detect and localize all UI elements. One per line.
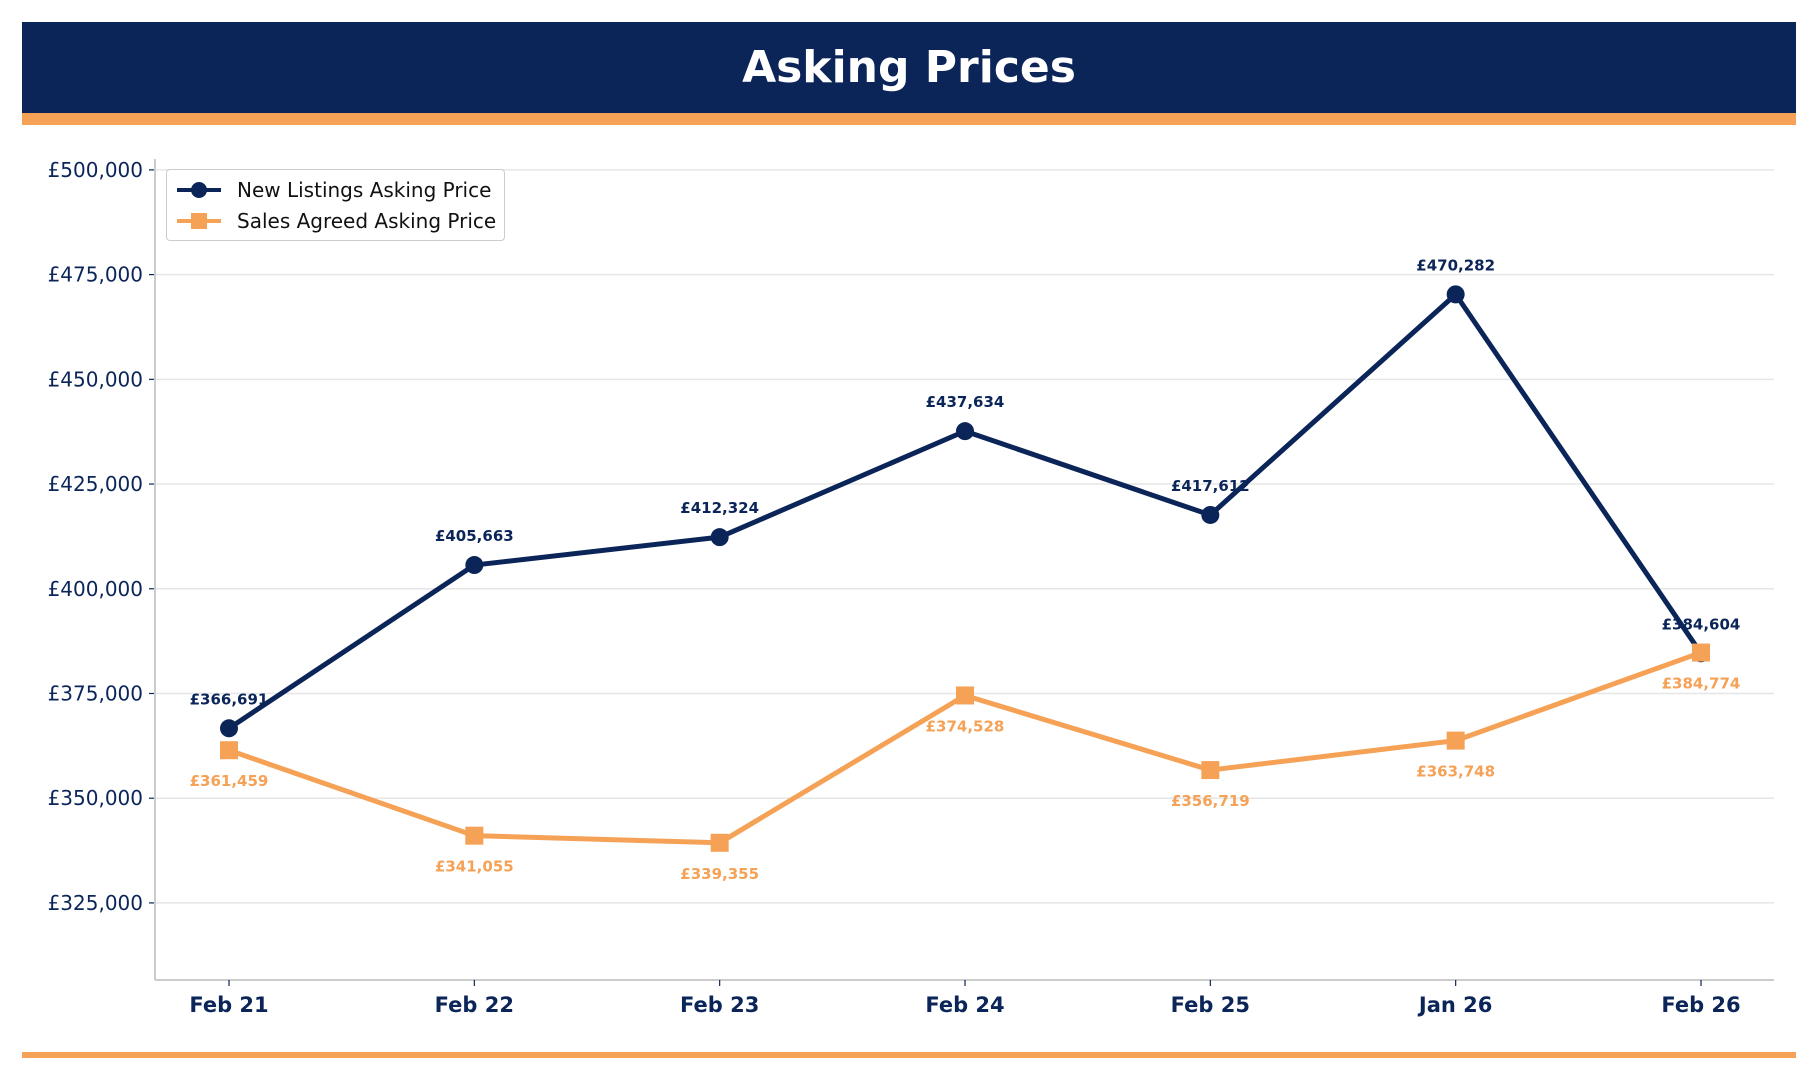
data-label: £341,055 — [435, 858, 514, 876]
data-label: £417,612 — [1171, 477, 1250, 495]
y-tick-label: £400,000 — [48, 577, 143, 601]
data-label: £361,459 — [190, 772, 269, 790]
data-point-square — [220, 741, 238, 760]
data-point-circle — [220, 719, 238, 738]
x-tick-label: Feb 24 — [925, 993, 1004, 1017]
x-tick-label: Jan 26 — [1417, 993, 1492, 1017]
y-tick-label: £375,000 — [48, 681, 143, 705]
data-label: £339,355 — [680, 865, 759, 883]
header-accent-stripe — [22, 113, 1796, 125]
y-tick-label: £450,000 — [48, 367, 143, 391]
legend-label: New Listings Asking Price — [237, 177, 492, 202]
data-label: £437,634 — [926, 393, 1005, 411]
data-point-square — [465, 826, 484, 845]
data-label: £363,748 — [1416, 763, 1495, 781]
legend-label: Sales Agreed Asking Price — [237, 208, 497, 233]
x-tick-label: Feb 22 — [435, 993, 514, 1017]
series-line-1 — [228, 650, 1702, 846]
y-tick-label: £475,000 — [48, 263, 143, 287]
data-point-square — [1201, 761, 1220, 780]
legend-item-new-listings: New Listings Asking Price — [175, 174, 496, 205]
chart-legend: New Listings Asking Price Sales Agreed A… — [166, 169, 506, 241]
x-tick-label: Feb 23 — [680, 993, 759, 1017]
x-tick-label: Feb 25 — [1171, 993, 1250, 1017]
legend-square-marker-icon — [177, 212, 221, 229]
data-point-circle — [465, 556, 484, 575]
y-tick-label: £350,000 — [48, 786, 143, 810]
data-label: £374,528 — [926, 717, 1005, 735]
x-tick-label: Feb 21 — [189, 993, 268, 1017]
legend-circle-marker-icon — [177, 181, 221, 198]
data-label: £405,663 — [435, 527, 514, 545]
y-tick-label: £425,000 — [48, 472, 143, 496]
y-tick-label: £500,000 — [48, 158, 143, 182]
chart-title: Asking Prices — [742, 42, 1076, 93]
footer-accent-stripe — [22, 1052, 1796, 1058]
series-line-0 — [227, 291, 1704, 731]
data-point-square — [710, 833, 729, 852]
title-banner: Asking Prices — [22, 22, 1796, 113]
data-point-circle — [710, 528, 729, 547]
data-label: £366,691 — [190, 690, 269, 708]
y-tick-label: £325,000 — [48, 891, 143, 915]
data-point-circle — [1446, 285, 1465, 304]
x-tick-label: Feb 26 — [1661, 993, 1740, 1017]
data-point-circle — [1201, 505, 1220, 524]
data-label: £470,282 — [1416, 256, 1495, 274]
data-point-square — [956, 686, 974, 705]
data-label: £412,324 — [680, 499, 759, 517]
data-point-square — [1446, 731, 1465, 750]
data-label: £384,604 — [1662, 615, 1741, 633]
legend-item-sales-agreed: Sales Agreed Asking Price — [175, 205, 496, 236]
data-label: £384,774 — [1662, 675, 1741, 693]
data-point-circle — [956, 422, 974, 441]
data-label: £356,719 — [1171, 792, 1250, 810]
data-point-square — [1692, 643, 1710, 662]
